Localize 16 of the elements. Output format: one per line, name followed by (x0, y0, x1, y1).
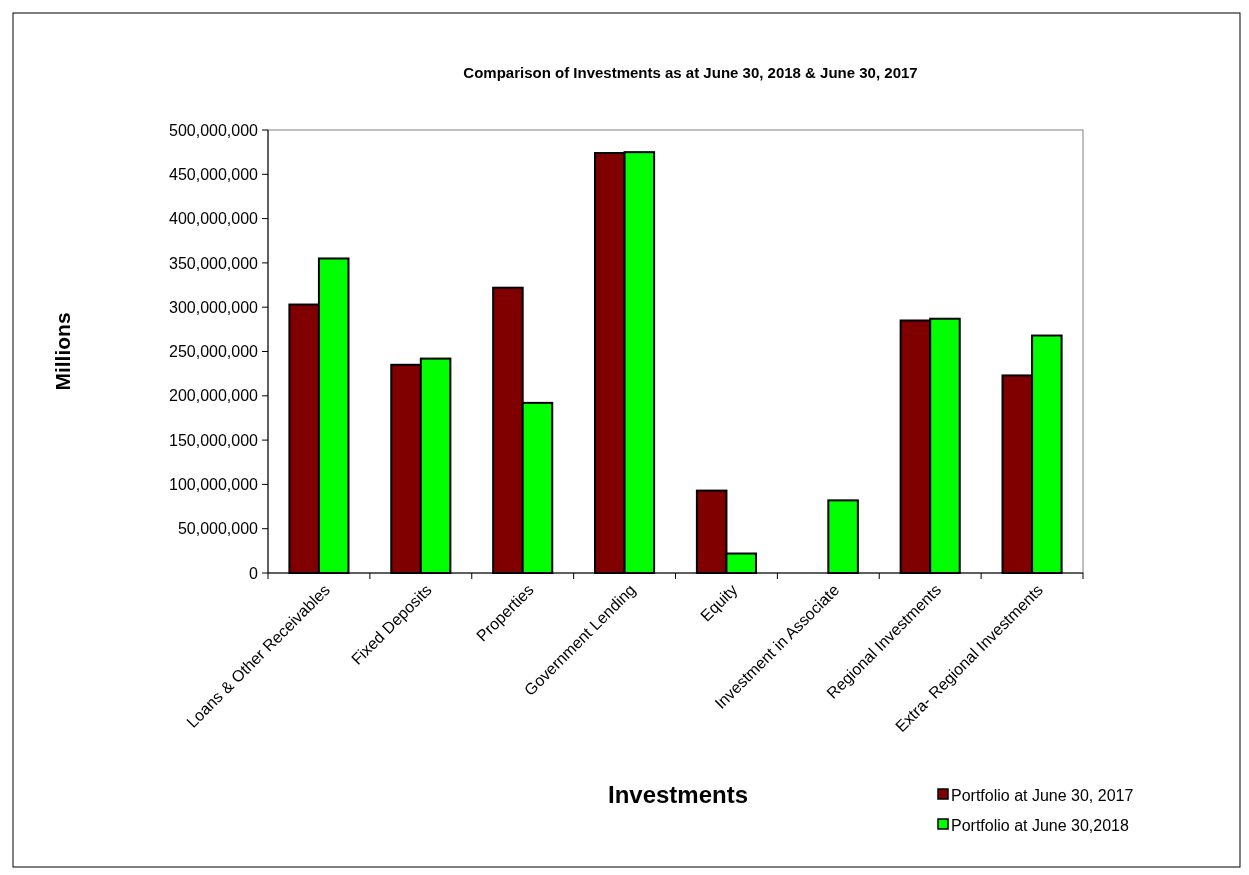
legend-label: Portfolio at June 30,2018 (951, 816, 1130, 834)
y-tick-label: 350,000,000 (169, 254, 259, 272)
x-axis-title: Investments (607, 781, 749, 808)
y-tick-label: 450,000,000 (169, 165, 259, 183)
y-tick-label: 50,000,000 (177, 520, 259, 538)
y-tick-label: 150,000,000 (169, 431, 259, 449)
chart-title: Comparison of Investments as at June 30, 2018 & June 30, 2017 (463, 64, 918, 81)
y-tick-label: 300,000,000 (169, 298, 259, 316)
y-tick-label: 400,000,000 (169, 210, 259, 228)
y-tick-label: 0 (249, 564, 259, 582)
legend-label: Portfolio at June 30, 2017 (951, 786, 1134, 804)
y-tick-label: 100,000,000 (169, 476, 259, 493)
y-tick-label: 500,000,000 (169, 121, 259, 139)
y-tick-label: 250,000,000 (169, 343, 259, 361)
y-axis-title: Millions (51, 312, 74, 391)
y-tick-label: 200,000,000 (169, 387, 259, 405)
